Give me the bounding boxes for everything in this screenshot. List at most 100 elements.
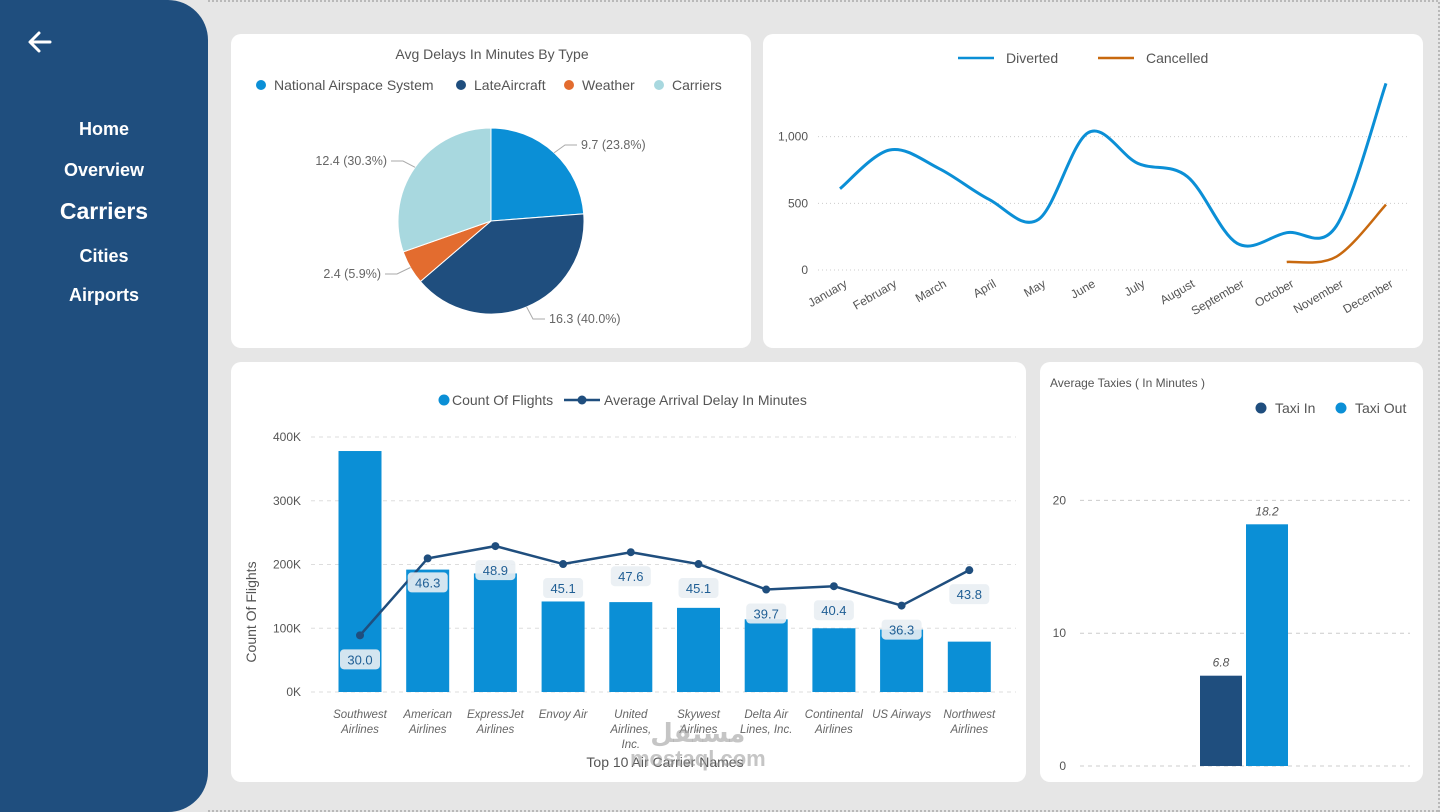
combo-category-label: Delta Air	[744, 709, 789, 721]
combo-category-label: American	[402, 709, 452, 721]
combo-data-label: 43.8	[957, 587, 982, 602]
taxi-legend-marker	[1335, 402, 1347, 414]
arrow-left-icon[interactable]	[26, 28, 54, 56]
nav-overview[interactable]: Overview	[63, 160, 145, 180]
pie-legend-label: LateAircraft	[474, 77, 546, 93]
pie-data-label: 9.7 (23.8%)	[581, 138, 646, 152]
combo-data-label-bg	[813, 600, 854, 621]
combo-data-label-bg	[475, 560, 516, 581]
combo-data-label: 47.6	[618, 569, 643, 584]
combo-data-label-bg	[746, 603, 787, 624]
pie-leader-line	[391, 160, 416, 168]
combo-delay-point	[897, 601, 906, 610]
watermark-arabic: مستقل	[650, 718, 746, 748]
combo-data-label: 30.0	[347, 652, 372, 667]
line-x-tick: October	[1252, 276, 1296, 309]
pie-legend-marker	[256, 80, 266, 90]
combo-data-label-bg	[610, 566, 651, 587]
taxi-y-tick: 0	[1059, 759, 1066, 773]
taxi-chart: Average Taxies ( In Minutes ) Taxi In Tax…	[1050, 376, 1410, 773]
line-series-diverted	[839, 82, 1388, 248]
nav-home[interactable]: Home	[78, 119, 129, 139]
taxi-y-tick: 20	[1053, 493, 1067, 507]
watermark-latin: mostaql.com	[630, 746, 766, 771]
combo-category-label: ExpressJet	[467, 709, 525, 721]
combo-y-tick: 200K	[273, 558, 301, 572]
taxi-data-label: 18.2	[1255, 504, 1279, 518]
combo-data-label: 36.3	[889, 623, 914, 638]
taxi-card: Average Taxies ( In Minutes ) Taxi In Tax…	[1040, 362, 1423, 782]
nav-carriers[interactable]: Carriers	[59, 198, 149, 224]
combo-delay-point	[559, 560, 568, 569]
combo-data-label-bg	[340, 649, 380, 670]
combo-category-label: Envoy Air	[539, 709, 589, 721]
combo-delay-point	[762, 585, 771, 594]
combo-bar-8	[880, 629, 924, 692]
combo-category-label: Airlines,	[609, 724, 651, 736]
combo-category-label: Skywest	[677, 709, 721, 721]
line-x-tick: April	[971, 276, 999, 300]
watermark: مستقل mostaql.com	[630, 720, 766, 772]
combo-y-tick: 0K	[286, 685, 301, 699]
combo-legend-bar-label: Count Of Flights	[452, 392, 553, 408]
combo-category-label: Inc.	[622, 739, 641, 751]
pie-chart: Avg Delays In Minutes By Type National A…	[256, 46, 722, 326]
combo-data-label-bg	[543, 578, 584, 599]
taxi-data-label: 6.8	[1213, 656, 1230, 670]
combo-bar-4	[609, 602, 653, 692]
pie-legend-marker	[456, 80, 466, 90]
combo-bar-3	[541, 601, 585, 692]
pie-slice-3	[397, 127, 492, 253]
combo-category-label: US Airways	[872, 709, 931, 721]
combo-bar-6	[744, 619, 788, 692]
line-x-tick: March	[913, 276, 949, 305]
pie-data-label: 2.4 (5.9%)	[323, 267, 381, 281]
combo-category-label: Airlines	[949, 724, 988, 736]
taxi-y-tick: 10	[1053, 626, 1067, 640]
combo-data-label: 40.4	[821, 603, 846, 618]
combo-data-label-bg	[678, 578, 719, 599]
pie-slice-0	[490, 127, 585, 222]
combo-category-label: Airlines	[814, 724, 853, 736]
combo-category-label: Continental	[805, 709, 864, 721]
combo-y-axis-label: Count Of Flights	[243, 561, 259, 662]
pie-title: Avg Delays In Minutes By Type	[395, 46, 588, 62]
line-x-tick: September	[1189, 276, 1247, 317]
taxi-legend-marker	[1255, 402, 1267, 414]
combo-delay-line	[359, 544, 970, 637]
combo-legend-line-dot	[577, 395, 587, 405]
pie-legend-marker	[564, 80, 574, 90]
pie-leader-line	[385, 267, 411, 275]
combo-bar-5	[677, 607, 720, 692]
combo-card: Count Of Flights Average Arrival Delay In…	[231, 362, 1026, 782]
combo-delay-point	[694, 560, 703, 569]
pie-card: Avg Delays In Minutes By Type National A…	[231, 34, 751, 348]
line-legend-label: Cancelled	[1146, 50, 1208, 66]
line-chart: Diverted Cancelled 0 500 1,000 January Febru…	[778, 50, 1408, 318]
line-y-tick: 500	[788, 196, 808, 210]
line-x-tick: July	[1122, 276, 1147, 299]
nav-airports[interactable]: Airports	[68, 285, 139, 305]
taxi-title: Average Taxies ( In Minutes )	[1050, 376, 1205, 390]
combo-category-label: Southwest	[333, 709, 388, 721]
combo-delay-point	[491, 542, 500, 551]
taxi-legend-label: Taxi Out	[1355, 400, 1406, 416]
nav-cities[interactable]: Cities	[79, 246, 129, 266]
line-x-tick: May	[1021, 276, 1048, 299]
line-x-tick: December	[1341, 276, 1396, 316]
combo-category-label: Airlines	[408, 724, 447, 736]
line-x-tick: August	[1158, 276, 1198, 307]
combo-data-label: 39.7	[754, 607, 779, 622]
pie-legend-marker	[654, 80, 664, 90]
combo-delay-point	[423, 554, 432, 563]
pie-data-label: 12.4 (30.3%)	[315, 154, 387, 168]
combo-data-label-bg	[881, 619, 922, 640]
combo-delay-point	[356, 631, 364, 640]
pie-legend-label: Carriers	[672, 77, 722, 93]
combo-category-label: Airlines	[476, 724, 515, 736]
combo-legend-bar-marker	[438, 394, 450, 406]
combo-data-label: 45.1	[550, 581, 575, 596]
combo-bar-7	[812, 628, 856, 692]
line-y-tick: 1,000	[778, 130, 808, 144]
taxi-legend-label: Taxi In	[1275, 400, 1315, 416]
